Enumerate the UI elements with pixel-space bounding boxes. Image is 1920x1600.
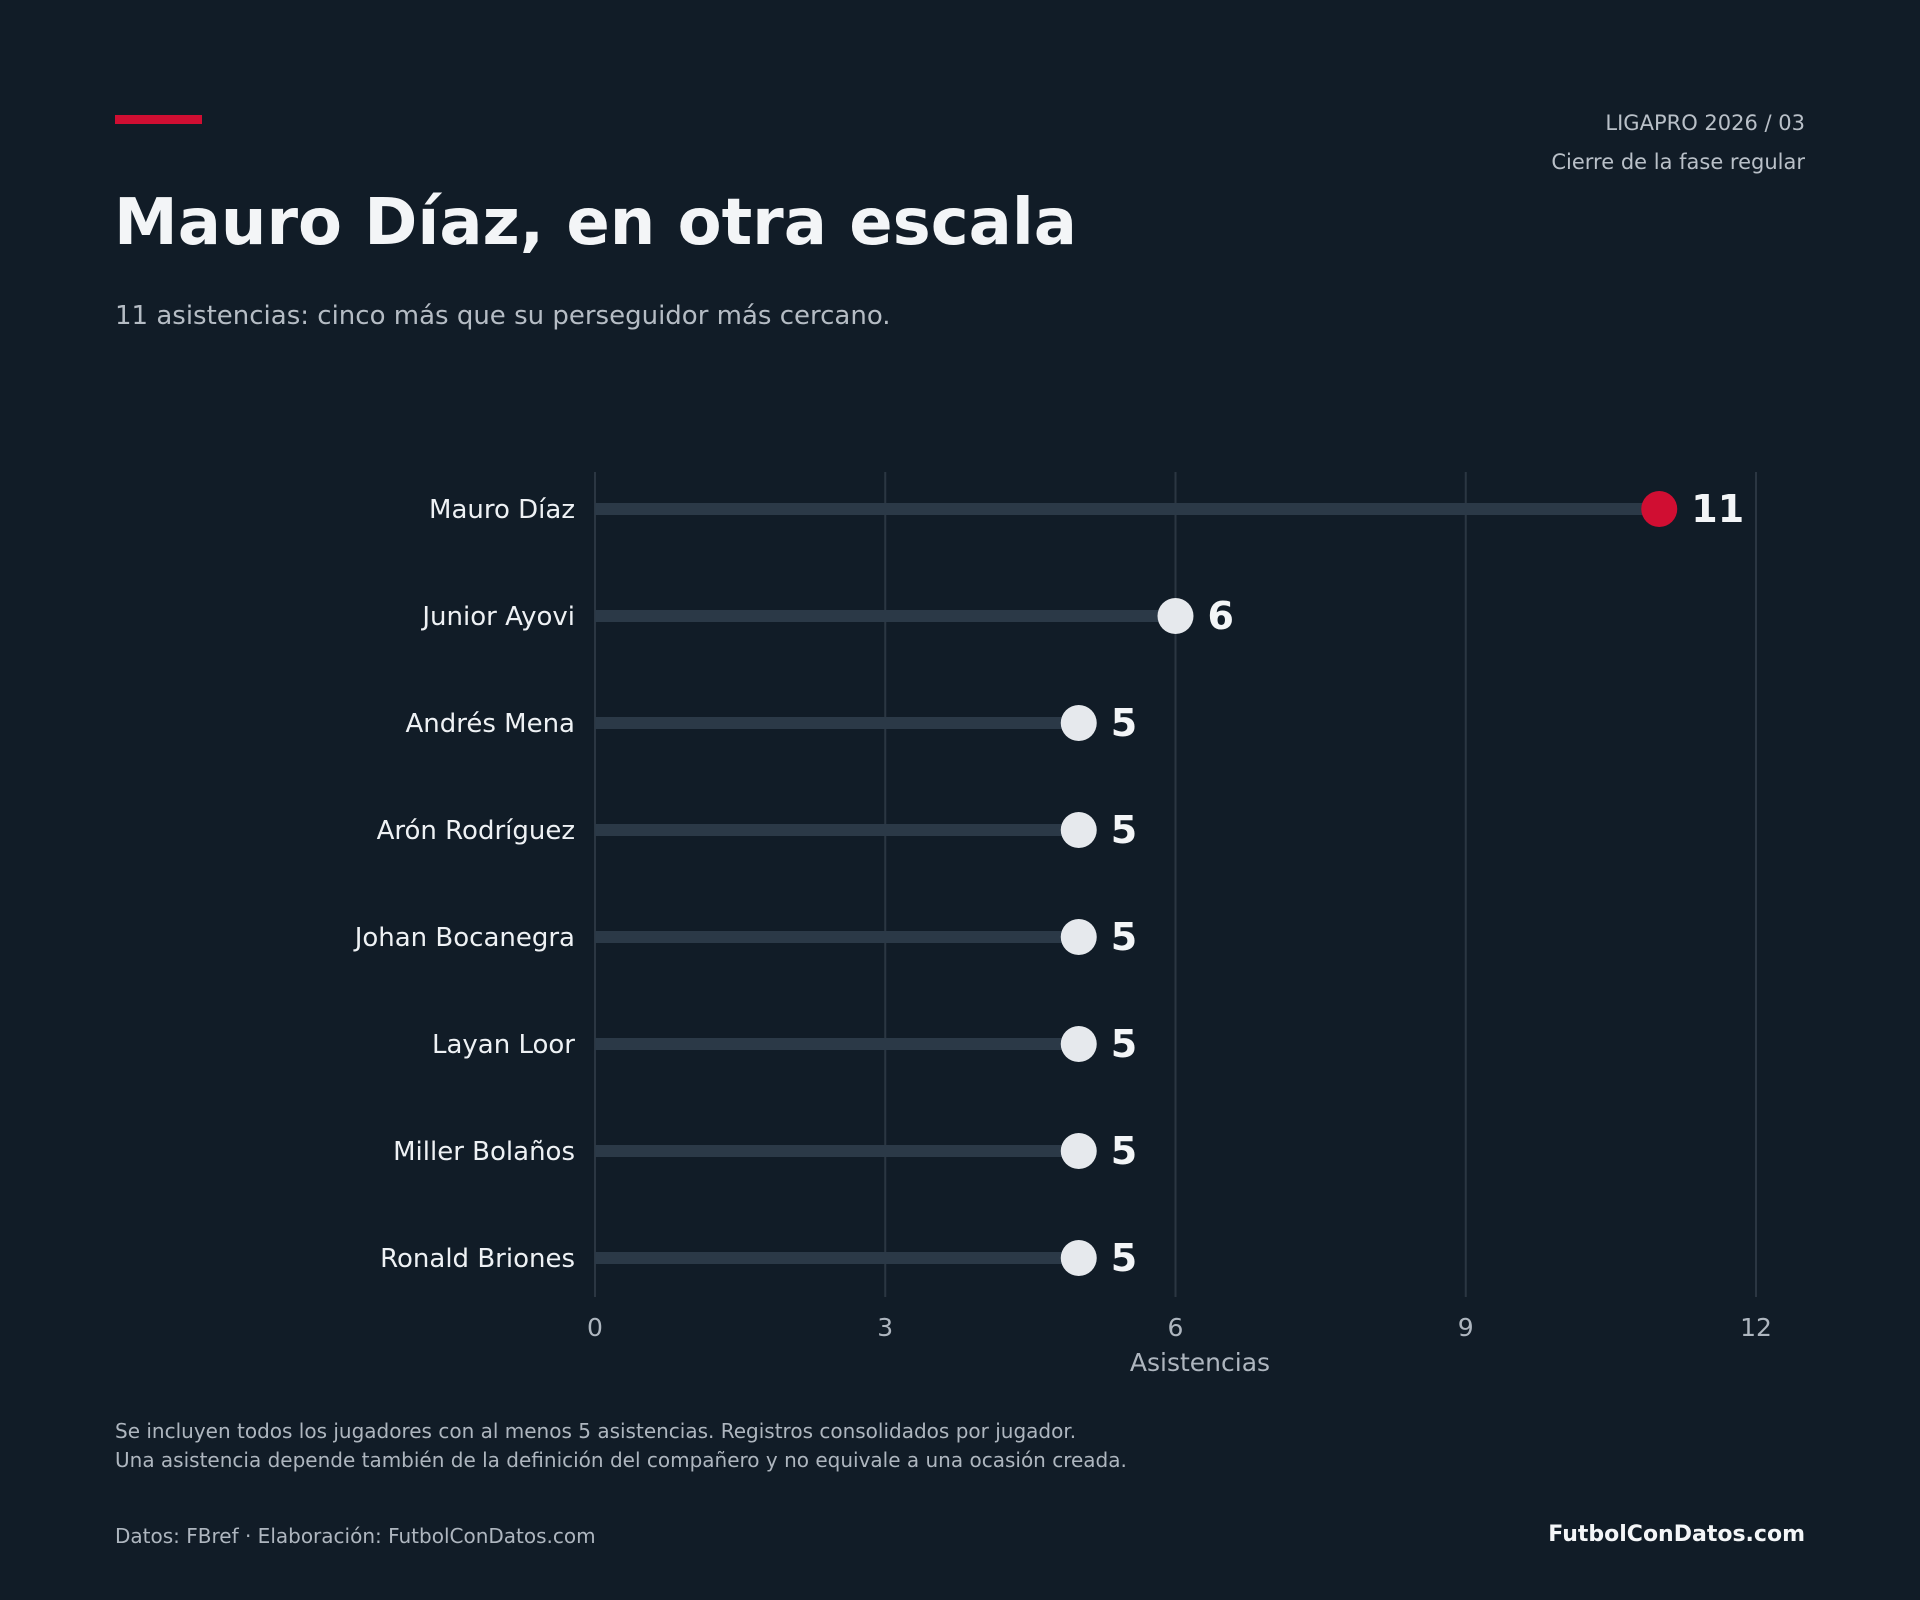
value-label: 5 [1111,915,1137,959]
data-point [1060,705,1097,741]
chart-subtitle: 11 asistencias: cinco más que su persegu… [115,301,891,331]
x-tick-label: 12 [1740,1313,1772,1342]
points [1060,491,1678,1276]
data-point [1060,1240,1097,1276]
category-label: Andrés Mena [405,709,575,739]
x-tick-label: 3 [877,1313,893,1342]
edition-label: LIGAPRO 2026 / 03 [1605,111,1805,135]
value-label: 5 [1111,1129,1137,1173]
edition-info: LIGAPRO 2026 / 03 Cierre de la fase regu… [1551,104,1805,182]
category-label: Mauro Díaz [429,495,575,525]
accent-bar [115,115,202,124]
x-axis-title: Asistencias [1130,1348,1270,1377]
data-point [1060,1133,1097,1169]
x-tick-label: 9 [1458,1313,1474,1342]
grid-lines [594,472,1757,1297]
stage-label: Cierre de la fase regular [1551,150,1805,174]
category-label: Layan Loor [432,1030,575,1060]
highlight-point [1641,491,1678,527]
x-tick-label: 0 [587,1313,603,1342]
footnotes: Se incluyen todos los jugadores con al m… [115,1417,1127,1475]
category-label: Junior Ayovi [420,602,575,632]
brand-link[interactable]: FutbolConDatos.com [1548,1522,1805,1547]
value-label: 6 [1208,594,1234,638]
footnote-1: Se incluyen todos los jugadores con al m… [115,1419,1077,1443]
category-label: Miller Bolaños [393,1137,575,1167]
category-label: Ronald Briones [380,1244,575,1274]
x-tick-label: 6 [1168,1313,1184,1342]
value-label: 5 [1111,701,1137,745]
labels: 0 3 6 9 12 Mauro Díaz 11 Junior Ayovi 6 Andrés Me… [353,487,1772,1342]
value-label: 11 [1691,487,1744,531]
category-label: Arón Rodríguez [377,816,575,846]
value-label: 5 [1111,808,1137,852]
chart-title: Mauro Díaz, en otra escala [114,186,1077,260]
data-point [1060,812,1097,848]
data-point [1060,1026,1097,1062]
footnote-2: Una asistencia depende también de la def… [115,1448,1127,1472]
value-label: 5 [1111,1022,1137,1066]
source-credit: Datos: FBref · Elaboración: FutbolConDat… [115,1524,596,1548]
category-label: Johan Bocanegra [353,923,575,953]
data-point [1060,919,1097,955]
stems [595,503,1660,1264]
value-label: 5 [1111,1236,1137,1280]
data-point [1157,598,1194,634]
